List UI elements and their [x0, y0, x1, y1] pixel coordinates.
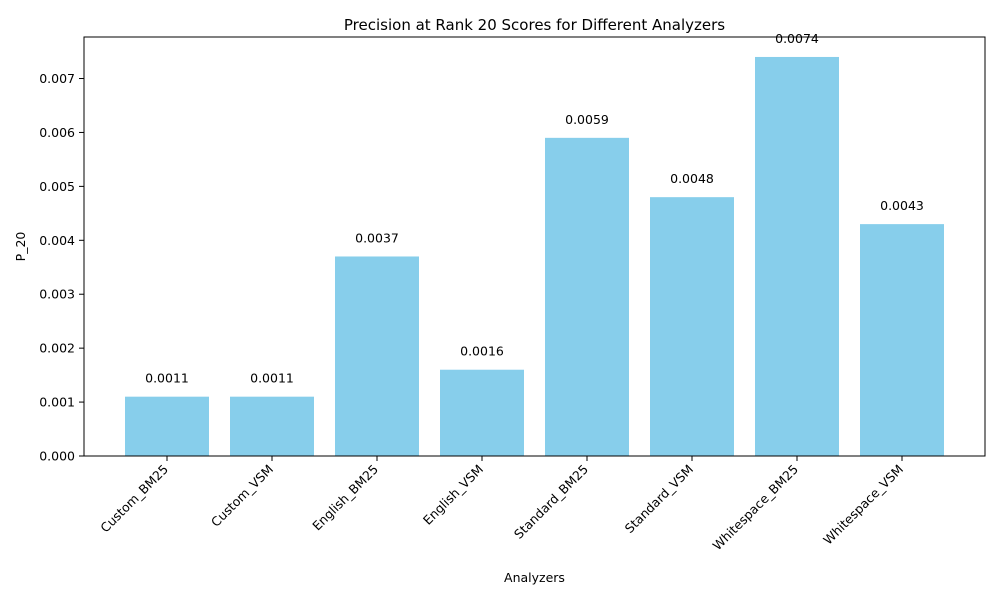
y-axis-ticks: 0.000 0.001 0.002 0.003 0.004 0.005 0.006 0.007: [39, 71, 84, 464]
y-tick-label: 0.005: [39, 179, 75, 194]
bar-custom-vsm: [230, 396, 314, 456]
x-axis-label: Analyzers: [504, 570, 565, 585]
value-label: 0.0043: [880, 198, 924, 213]
x-tick-label: Whitespace_BM25: [710, 462, 802, 554]
x-tick-label: Whitespace_VSM: [820, 462, 906, 548]
bar-english-vsm: [440, 369, 524, 456]
y-tick-label: 0.006: [39, 125, 75, 140]
value-label: 0.0074: [775, 31, 819, 46]
x-tick-label: Custom_BM25: [97, 462, 171, 536]
bars-group: [125, 56, 944, 457]
x-tick-label: Custom_VSM: [208, 462, 276, 530]
y-tick-label: 0.002: [39, 341, 75, 356]
value-label: 0.0059: [565, 112, 609, 127]
y-tick-label: 0.001: [39, 395, 75, 410]
x-tick-label: Standard_VSM: [622, 462, 697, 537]
plot-area-frame: [83, 36, 986, 457]
bar-custom-bm25: [125, 396, 209, 456]
x-tick-label: Standard_BM25: [511, 462, 591, 542]
x-tick-label: English_BM25: [309, 462, 381, 534]
value-label: 0.0048: [670, 171, 714, 186]
y-axis-label: P_20: [13, 232, 28, 262]
value-label: 0.0037: [355, 230, 399, 245]
x-axis-ticks: Custom_BM25 Custom_VSM English_BM25 English…: [97, 456, 906, 553]
value-label: 0.0011: [145, 371, 189, 386]
chart-title: Precision at Rank 20 Scores for Differen…: [344, 16, 725, 34]
value-label: 0.0016: [460, 344, 504, 359]
value-labels-group: 0.0011 0.0011 0.0037 0.0016 0.0059 0.0048 0.00…: [145, 31, 924, 386]
x-tick-label: English_VSM: [420, 462, 486, 528]
bar-whitespace-bm25: [755, 56, 839, 456]
value-label: 0.0011: [250, 371, 294, 386]
y-tick-label: 0.004: [39, 233, 75, 248]
bar-standard-vsm: [650, 197, 734, 456]
bar-standard-bm25: [545, 137, 629, 457]
y-tick-label: 0.007: [39, 71, 75, 86]
y-tick-label: 0.003: [39, 287, 75, 302]
bar-whitespace-vsm: [860, 224, 944, 456]
y-tick-label: 0.000: [39, 449, 75, 464]
bar-english-bm25: [335, 256, 419, 456]
